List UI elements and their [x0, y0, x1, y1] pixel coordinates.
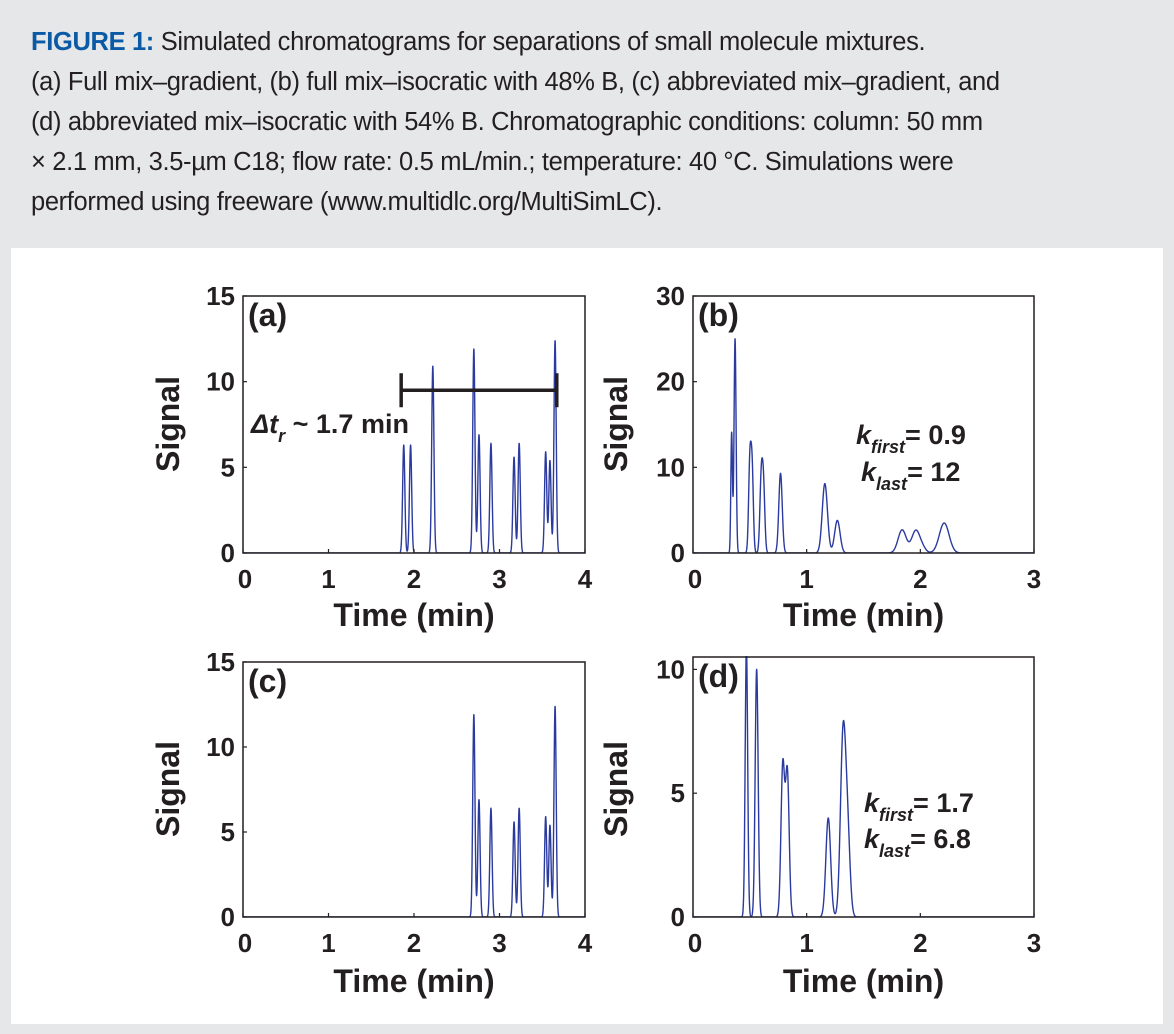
chart-a: 0 1 2 3 4 0 5 10 15 Time (min) Signal (a) Δtr ~ 1.7 …: [150, 281, 593, 633]
annotation-subscript: last: [879, 841, 911, 861]
y-tick-label: 10: [656, 654, 685, 684]
plot-frame: [242, 661, 586, 918]
annotation-symbol: k: [856, 420, 873, 450]
x-tick-label: 2: [407, 564, 421, 594]
x-tick-label: 3: [1027, 564, 1041, 594]
y-tick-label: 10: [206, 367, 235, 397]
x-axis-label: Time (min): [333, 597, 494, 633]
chart-c: 0 1 2 3 4 0 5 10 15 Time (min) Signal (c): [150, 647, 593, 999]
annotation-value: = 6.8: [910, 824, 971, 854]
annotation-2: klast= 6.8: [864, 824, 971, 861]
caption-text-1: Simulated chromatograms for separations …: [160, 28, 926, 56]
annotation-value: ~ 1.7 min: [285, 409, 409, 439]
y-axis-label: Signal: [598, 741, 634, 837]
panel-label: (a): [248, 297, 287, 333]
chromatogram-trace: [693, 656, 1034, 917]
x-tick-label: 3: [492, 928, 506, 958]
y-tick-label: 0: [221, 902, 235, 932]
figure-label: FIGURE 1:: [31, 28, 154, 56]
x-tick-label: 3: [492, 564, 506, 594]
annotation-symbol: k: [864, 824, 881, 854]
annotation-1: kfirst= 0.9: [856, 420, 966, 457]
x-axis-label: Time (min): [783, 963, 944, 999]
y-tick-label: 10: [656, 452, 685, 482]
annotation-value: = 0.9: [905, 420, 966, 450]
annotation-2: klast= 12: [861, 457, 960, 494]
x-tick-label: 1: [321, 928, 335, 958]
annotation-subscript: r: [278, 426, 286, 446]
panel-label: (d): [698, 658, 739, 694]
y-axis-label: Signal: [150, 741, 186, 837]
y-tick-label: 15: [206, 281, 235, 311]
x-tick-label: 1: [799, 928, 813, 958]
x-tick-label: 2: [913, 564, 927, 594]
annotation-subscript: first: [879, 805, 914, 825]
x-tick-label: 4: [578, 928, 593, 958]
figure-caption: FIGURE 1: Simulated chromatograms for se…: [31, 22, 1151, 222]
x-tick-label: 2: [407, 928, 421, 958]
y-axis-label: Signal: [150, 376, 186, 472]
x-tick-label: 1: [799, 564, 813, 594]
annotation-symbol: Δt: [250, 409, 279, 439]
y-tick-label: 0: [221, 538, 235, 568]
panel-label: (b): [698, 297, 739, 333]
y-tick-label: 30: [656, 281, 685, 311]
x-tick-label: 2: [913, 928, 927, 958]
x-tick-label: 4: [578, 564, 593, 594]
panel-label: (c): [248, 663, 287, 699]
x-axis-label: Time (min): [783, 597, 944, 633]
chromatogram-trace: [693, 338, 1034, 553]
caption-line-1: FIGURE 1: Simulated chromatograms for se…: [31, 22, 1151, 62]
annotation-subscript: first: [871, 437, 906, 457]
figure-panel: 0 1 2 3 4 0 5 10 15 Time (min) Signal (a) Δtr ~ 1.7 …: [11, 248, 1163, 1024]
y-tick-label: 0: [671, 538, 685, 568]
y-tick-label: 5: [671, 778, 685, 808]
peak-apex-12: [922, 548, 924, 550]
annotation-symbol: k: [864, 788, 881, 818]
x-tick-label: 0: [688, 564, 702, 594]
plot-frame: [692, 656, 1035, 918]
caption-line-4: × 2.1 mm, 3.5-µm C18; flow rate: 0.5 mL/…: [31, 148, 954, 176]
chromatogram-trace: [243, 340, 585, 553]
chromatogram-trace: [243, 705, 585, 917]
y-tick-label: 20: [656, 367, 685, 397]
x-tick-label: 0: [238, 564, 252, 594]
x-tick-label: 3: [1027, 928, 1041, 958]
plot-frame: [692, 295, 1035, 554]
annotation-subscript: last: [876, 474, 908, 494]
y-tick-label: 5: [221, 817, 235, 847]
peak-apex-7: [847, 837, 849, 839]
x-tick-label: 0: [688, 928, 702, 958]
y-tick-label: 0: [671, 902, 685, 932]
y-tick-label: 5: [221, 452, 235, 482]
y-tick-label: 10: [206, 732, 235, 762]
caption-line-3: (d) abbreviated mix–isocratic with 54% B…: [31, 108, 983, 136]
x-tick-label: 0: [238, 928, 252, 958]
caption-line-5: performed using freeware (www.multidlc.o…: [31, 188, 663, 216]
annotation-1: kfirst= 1.7: [864, 788, 974, 825]
annotation-symbol: k: [861, 457, 878, 487]
annotation-value: = 12: [907, 457, 960, 487]
y-tick-label: 15: [206, 647, 235, 677]
annotation-value: = 1.7: [913, 788, 974, 818]
annotation-1: Δtr ~ 1.7 min: [250, 409, 409, 446]
x-axis-label: Time (min): [333, 963, 494, 999]
y-axis-label: Signal: [598, 376, 634, 472]
x-tick-label: 1: [321, 564, 335, 594]
caption-line-2: (a) Full mix–gradient, (b) full mix–isoc…: [31, 68, 1000, 96]
